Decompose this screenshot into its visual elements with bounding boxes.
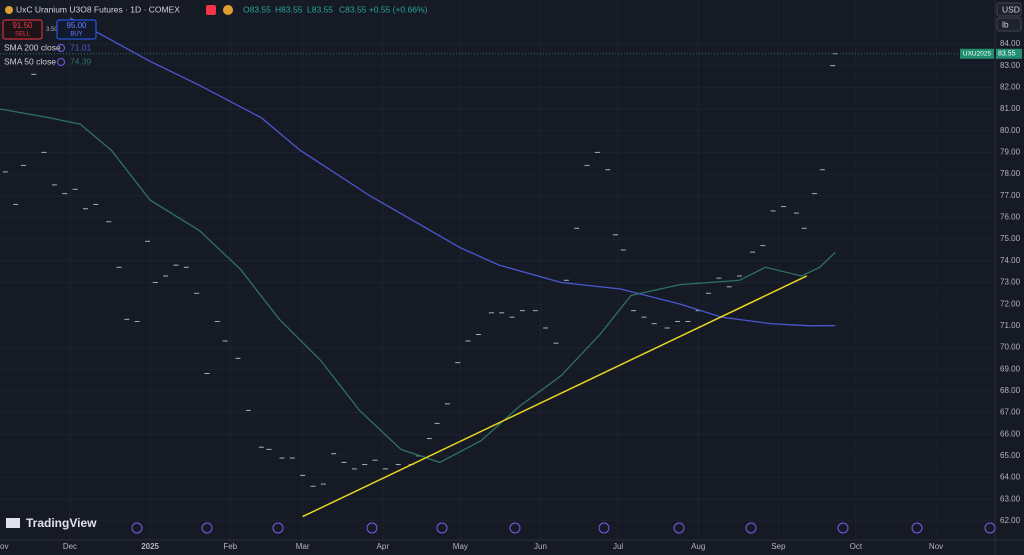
ohlc-low: L83.55 <box>307 4 333 14</box>
y-tick-label: 79.00 <box>1000 148 1021 157</box>
currency-button[interactable] <box>996 2 1022 17</box>
symbol-label: UXU2025 <box>963 50 992 57</box>
sell-button[interactable] <box>2 19 43 40</box>
market-status <box>206 5 216 15</box>
y-tick-label: 80.00 <box>1000 126 1021 135</box>
y-tick-label: 71.00 <box>1000 321 1021 330</box>
event-icons <box>131 522 996 534</box>
symbol-title: UxC Uranium U3O8 Futures · 1D · COMEX <box>16 4 180 14</box>
unit: lb <box>1002 19 1009 29</box>
y-tick-label: 73.00 <box>1000 278 1021 287</box>
y-tick-label: 68.00 <box>1000 386 1021 395</box>
buy-price: 95.00 <box>66 21 87 30</box>
legend-value: 71.01 <box>70 42 92 52</box>
currency: USD <box>1002 4 1020 14</box>
symbol-tag <box>960 48 994 59</box>
delay-icon <box>223 5 233 15</box>
x-tick-label: ov <box>0 542 8 551</box>
y-tick-label: 75.00 <box>1000 234 1021 243</box>
x-tick-label: Apr <box>377 542 390 551</box>
legend-name: SMA 50 close <box>4 56 56 66</box>
trend-line <box>302 275 808 518</box>
sma-line <box>0 108 836 464</box>
x-tick-label: Nov <box>929 542 943 551</box>
logo[interactable]: TradingView <box>26 516 97 530</box>
x-tick-label: 2025 <box>141 542 159 551</box>
legend-value: 74.39 <box>70 56 92 66</box>
y-tick-label: 66.00 <box>1000 429 1021 438</box>
y-tick-label: 74.00 <box>1000 256 1021 265</box>
ohlc-close: C83.55 +0.55 (+0.66%) <box>339 4 428 14</box>
sell-price: 91.50 <box>12 21 33 30</box>
legend-icon <box>57 44 65 52</box>
x-tick-label: Dec <box>63 542 77 551</box>
y-tick-label: 72.00 <box>1000 299 1021 308</box>
unit-button[interactable] <box>996 17 1022 32</box>
legend-name: SMA 200 close <box>4 42 61 52</box>
x-tick-label: Feb <box>223 542 237 551</box>
y-tick-label: 81.00 <box>1000 104 1021 113</box>
y-tick-label: 83.00 <box>1000 61 1021 70</box>
buy-button[interactable] <box>56 19 97 40</box>
y-tick-label: 76.00 <box>1000 213 1021 222</box>
y-tick-label: 67.00 <box>1000 408 1021 417</box>
last-price: 83.55 <box>998 51 1016 58</box>
y-tick-label: 84.00 <box>1000 39 1021 48</box>
y-tick-label: 63.00 <box>1000 494 1021 503</box>
y-tick-label: 69.00 <box>1000 364 1021 373</box>
y-tick-label: 77.00 <box>1000 191 1021 200</box>
y-tick-label: 65.00 <box>1000 451 1021 460</box>
x-tick-label: Mar <box>296 542 310 551</box>
price-tag <box>996 48 1022 59</box>
x-tick-label: May <box>453 542 468 551</box>
x-tick-label: Jul <box>613 542 623 551</box>
ohlc-high: H83.55 <box>275 4 303 14</box>
legend-icon <box>57 58 65 66</box>
x-tick-label: Oct <box>850 542 863 551</box>
x-tick-label: Jun <box>534 542 547 551</box>
y-tick-label: 70.00 <box>1000 343 1021 352</box>
y-tick-label: 62.00 <box>1000 516 1021 525</box>
y-tick-label: 64.00 <box>1000 473 1021 482</box>
logo-icon <box>6 518 20 528</box>
y-tick-label: 82.00 <box>1000 82 1021 91</box>
plot-area <box>0 0 995 540</box>
sell-label: SELL <box>15 32 30 38</box>
spread: 3.50 <box>46 27 58 33</box>
y-tick-label: 78.00 <box>1000 169 1021 178</box>
buy-label: BUY <box>70 32 82 38</box>
ohlc-open: O83.55 <box>243 4 271 14</box>
x-tick-label: Aug <box>691 542 705 551</box>
symbol-icon <box>5 6 13 14</box>
x-tick-label: Sep <box>771 542 786 551</box>
sma-line <box>69 17 836 327</box>
